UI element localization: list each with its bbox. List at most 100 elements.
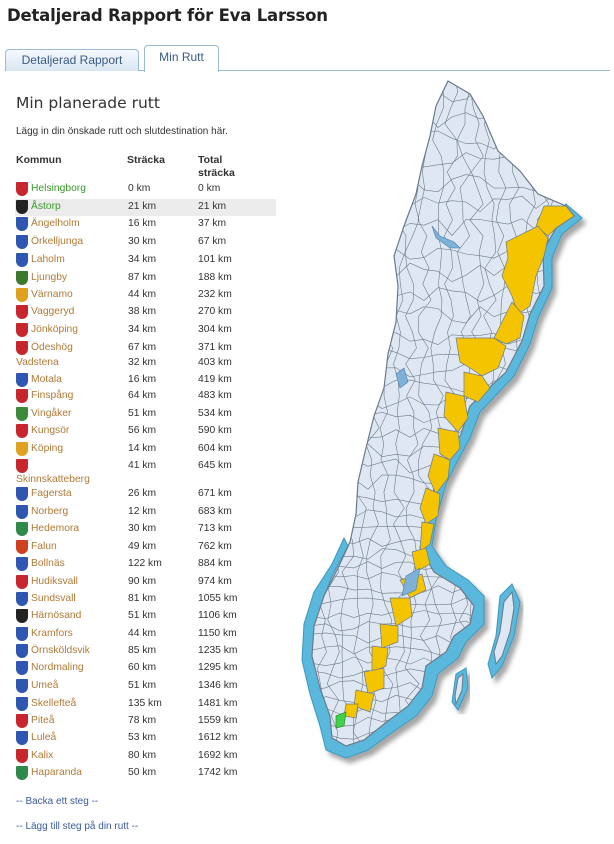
municipality-link[interactable]: Norberg: [31, 506, 69, 517]
municipality-link[interactable]: Finspång: [31, 390, 74, 401]
municipality-link[interactable]: Luleå: [31, 732, 57, 743]
municipality-link[interactable]: Umeå: [31, 680, 59, 691]
coat-of-arms-icon: [16, 235, 28, 249]
route-row[interactable]: Skinnskatteberg 41 km 645 km: [15, 458, 276, 485]
coat-of-arms-icon: [16, 253, 28, 267]
distance-cell: 30 km: [128, 523, 157, 534]
municipality-link[interactable]: Köping: [31, 443, 64, 454]
coat-of-arms-icon: [16, 200, 28, 214]
route-row[interactable]: Kalix 80 km 1692 km: [15, 748, 276, 765]
route-row[interactable]: Vaggeryd 38 km 270 km: [15, 304, 276, 321]
route-row[interactable]: Sundsvall 81 km 1055 km: [15, 591, 276, 608]
route-row[interactable]: Piteå 78 km 1559 km: [15, 713, 276, 730]
municipality-link[interactable]: Örkelljunga: [31, 236, 84, 247]
total-distance-cell: 101 km: [198, 254, 232, 265]
municipality-link[interactable]: Kramfors: [31, 628, 73, 639]
route-row[interactable]: Köping 14 km 604 km: [15, 441, 276, 458]
municipality-link[interactable]: Bollnäs: [31, 558, 65, 569]
distance-cell: 16 km: [128, 374, 157, 385]
route-row[interactable]: Örnsköldsvik 85 km 1235 km: [15, 643, 276, 660]
total-distance-cell: 1055 km: [198, 593, 238, 604]
route-row[interactable]: Skellefteå 135 km 1481 km: [15, 696, 276, 713]
route-row[interactable]: Vingåker 51 km 534 km: [15, 406, 276, 423]
coat-of-arms-icon: [16, 442, 28, 456]
route-row[interactable]: Luleå 53 km 1612 km: [15, 730, 276, 747]
route-row[interactable]: Bollnäs 122 km 884 km: [15, 556, 276, 573]
total-distance-cell: 0 km: [198, 183, 221, 194]
municipality-link[interactable]: Jönköping: [31, 324, 78, 335]
route-row[interactable]: Ljungby 87 km 188 km: [15, 270, 276, 287]
municipality-link[interactable]: Skinnskatteberg: [16, 474, 90, 485]
route-row[interactable]: Örkelljunga 30 km 67 km: [15, 234, 276, 251]
total-distance-cell: 671 km: [198, 488, 232, 499]
route-row[interactable]: Härnösand 51 km 1106 km: [15, 608, 276, 625]
back-step-link[interactable]: -- Backa ett steg --: [16, 796, 99, 807]
municipality-link[interactable]: Härnösand: [31, 610, 82, 621]
route-row[interactable]: Falun 49 km 762 km: [15, 539, 276, 556]
coat-of-arms-icon: [16, 679, 28, 693]
municipality-link[interactable]: Kalix: [31, 750, 54, 761]
municipality-link[interactable]: Piteå: [31, 715, 55, 726]
municipality-link[interactable]: Motala: [31, 374, 62, 385]
municipality-link[interactable]: Örnsköldsvik: [31, 645, 90, 656]
municipality-link[interactable]: Fagersta: [31, 488, 72, 499]
municipality-link[interactable]: Nordmaling: [31, 662, 84, 673]
route-row[interactable]: Värnamo 44 km 232 km: [15, 287, 276, 304]
municipality-link[interactable]: Ljungby: [31, 272, 68, 283]
municipality-link[interactable]: Sundsvall: [31, 593, 76, 604]
route-row[interactable]: Vadstena 32 km 403 km: [15, 355, 276, 372]
route-row[interactable]: Åstorp 21 km 21 km: [15, 199, 276, 216]
total-distance-cell: 1742 km: [198, 767, 238, 778]
total-distance-cell: 1559 km: [198, 715, 238, 726]
route-row[interactable]: Haparanda 50 km 1742 km: [15, 765, 276, 782]
total-distance-cell: 683 km: [198, 506, 232, 517]
distance-cell: 67 km: [128, 342, 157, 353]
route-row[interactable]: Umeå 51 km 1346 km: [15, 678, 276, 695]
route-row[interactable]: Hudiksvall 90 km 974 km: [15, 574, 276, 591]
coat-of-arms-icon: [16, 575, 28, 589]
column-header-total: Total sträcka: [198, 154, 235, 179]
total-distance-cell: 1235 km: [198, 645, 238, 656]
route-row[interactable]: Helsingborg 0 km 0 km: [15, 181, 276, 198]
route-row[interactable]: Nordmaling 60 km 1295 km: [15, 660, 276, 677]
distance-cell: 16 km: [128, 218, 157, 229]
municipality-link[interactable]: Kungsör: [31, 425, 70, 436]
route-row[interactable]: Hedemora 30 km 713 km: [15, 521, 276, 538]
route-row[interactable]: Ödeshög 67 km 371 km: [15, 340, 276, 357]
municipality-link[interactable]: Ödeshög: [31, 342, 73, 353]
total-distance-cell: 1295 km: [198, 662, 238, 673]
tab-min-rutt[interactable]: Min Rutt: [144, 45, 219, 72]
municipality-link[interactable]: Åstorp: [31, 201, 61, 212]
municipality-link[interactable]: Hedemora: [31, 523, 80, 534]
municipality-link[interactable]: Värnamo: [31, 289, 73, 300]
island-oland: [454, 672, 464, 706]
total-distance-cell: 604 km: [198, 443, 232, 454]
total-distance-cell: 232 km: [198, 289, 232, 300]
tab-detaljerad-rapport[interactable]: Detaljerad Rapport: [5, 49, 139, 71]
total-distance-cell: 1692 km: [198, 750, 238, 761]
municipality-link[interactable]: Laholm: [31, 254, 65, 265]
municipality-link[interactable]: Skellefteå: [31, 698, 77, 709]
route-row[interactable]: Motala 16 km 419 km: [15, 372, 276, 389]
municipality-link[interactable]: Helsingborg: [31, 183, 86, 194]
municipality-link[interactable]: Vaggeryd: [31, 306, 75, 317]
route-row[interactable]: Finspång 64 km 483 km: [15, 388, 276, 405]
route-row[interactable]: Norberg 12 km 683 km: [15, 504, 276, 521]
municipality-link[interactable]: Falun: [31, 541, 57, 552]
add-step-link[interactable]: -- Lägg till steg på din rutt --: [16, 821, 139, 832]
route-row[interactable]: Kungsör 56 km 590 km: [15, 423, 276, 440]
municipality-link[interactable]: Ängelholm: [31, 218, 80, 229]
municipality-link[interactable]: Hudiksvall: [31, 576, 78, 587]
route-row[interactable]: Ängelholm 16 km 37 km: [15, 216, 276, 233]
route-row[interactable]: Kramfors 44 km 1150 km: [15, 626, 276, 643]
municipality-link[interactable]: Vingåker: [31, 408, 72, 419]
route-row[interactable]: Fagersta 26 km 671 km: [15, 486, 276, 503]
route-row[interactable]: Laholm 34 km 101 km: [15, 252, 276, 269]
total-distance-cell: 974 km: [198, 576, 232, 587]
municipality-link[interactable]: Vadstena: [16, 357, 59, 368]
coat-of-arms-icon: [16, 459, 28, 473]
column-header-kommun: Kommun: [16, 154, 62, 166]
route-row[interactable]: Jönköping 34 km 304 km: [15, 322, 276, 339]
municipality-link[interactable]: Haparanda: [31, 767, 82, 778]
total-distance-cell: 21 km: [198, 201, 227, 212]
